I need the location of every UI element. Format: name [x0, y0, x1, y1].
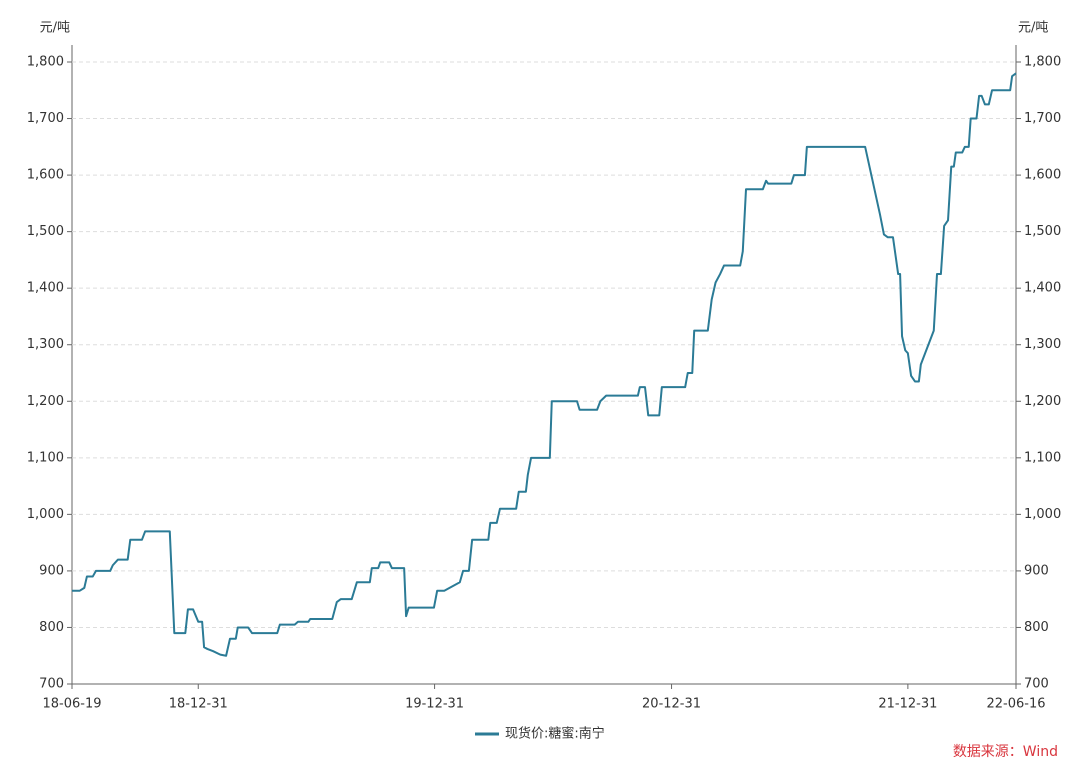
- y2-tick-label: 1,700: [1024, 111, 1061, 126]
- y-tick-label: 1,200: [27, 394, 64, 409]
- y2-tick-label: 1,100: [1024, 450, 1061, 465]
- y-tick-label: 1,500: [27, 224, 64, 239]
- x-tick-label: 20-12-31: [642, 697, 701, 712]
- y-tick-label: 1,600: [27, 168, 64, 183]
- y2-tick-label: 1,400: [1024, 281, 1061, 296]
- x-tick-label: 18-12-31: [169, 697, 228, 712]
- x-tick-label: 18-06-19: [42, 697, 101, 712]
- x-tick-label: 19-12-31: [405, 697, 464, 712]
- y-tick-label: 1,400: [27, 281, 64, 296]
- y-tick-label: 800: [39, 620, 64, 635]
- y-axis-label: 元/吨: [40, 21, 70, 36]
- y-tick-label: 900: [39, 563, 64, 578]
- y-tick-label: 700: [39, 677, 64, 692]
- y2-axis-label: 元/吨: [1018, 21, 1048, 36]
- y-tick-label: 1,700: [27, 111, 64, 126]
- y2-tick-label: 1,600: [1024, 168, 1061, 183]
- y2-tick-label: 1,800: [1024, 55, 1061, 70]
- y2-tick-label: 800: [1024, 620, 1049, 635]
- y2-tick-label: 1,000: [1024, 507, 1061, 522]
- y-tick-label: 1,000: [27, 507, 64, 522]
- x-tick-label: 21-12-31: [878, 697, 937, 712]
- y2-tick-label: 1,500: [1024, 224, 1061, 239]
- y-tick-label: 1,800: [27, 55, 64, 70]
- y-tick-label: 1,100: [27, 450, 64, 465]
- y2-tick-label: 900: [1024, 563, 1049, 578]
- source-note: 数据来源：Wind: [953, 744, 1058, 760]
- x-tick-label: 22-06-16: [986, 697, 1045, 712]
- line-series: [72, 72, 1017, 657]
- legend-label: 现货价:糖蜜:南宁: [505, 726, 605, 742]
- y-tick-label: 1,300: [27, 337, 64, 352]
- y2-tick-label: 1,200: [1024, 394, 1061, 409]
- y2-tick-label: 700: [1024, 677, 1049, 692]
- y2-tick-label: 1,300: [1024, 337, 1061, 352]
